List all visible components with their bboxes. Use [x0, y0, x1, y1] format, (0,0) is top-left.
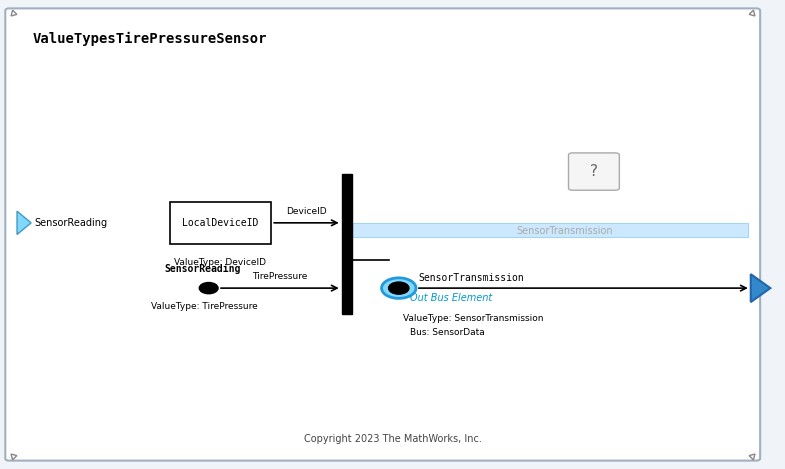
Text: SensorReading: SensorReading [164, 264, 241, 274]
Text: Out Bus Element: Out Bus Element [411, 293, 493, 303]
FancyBboxPatch shape [5, 8, 760, 461]
Text: ValueType: TirePressure: ValueType: TirePressure [152, 302, 258, 311]
Circle shape [389, 282, 409, 294]
Bar [341, 174, 352, 314]
Text: SensorReading: SensorReading [35, 218, 108, 228]
Polygon shape [750, 274, 770, 302]
Polygon shape [17, 211, 31, 234]
Text: SensorTransmission: SensorTransmission [516, 226, 613, 236]
Bar [341, 223, 748, 237]
Circle shape [199, 282, 218, 294]
Text: ValueTypesTirePressureSensor: ValueTypesTirePressureSensor [33, 32, 267, 46]
Text: ?: ? [590, 164, 598, 179]
Text: ValueType: SensorTransmission: ValueType: SensorTransmission [403, 314, 543, 323]
Text: LocalDeviceID: LocalDeviceID [182, 218, 258, 228]
Text: Copyright 2023 The MathWorks, Inc.: Copyright 2023 The MathWorks, Inc. [304, 434, 481, 444]
Circle shape [382, 278, 416, 298]
Text: TirePressure: TirePressure [252, 272, 308, 281]
Text: SensorTransmission: SensorTransmission [418, 273, 524, 283]
FancyBboxPatch shape [170, 202, 272, 244]
FancyBboxPatch shape [568, 153, 619, 190]
Text: Bus: SensorData: Bus: SensorData [411, 328, 485, 337]
Text: ValueType: DeviceID: ValueType: DeviceID [174, 258, 266, 267]
Text: DeviceID: DeviceID [287, 207, 327, 216]
